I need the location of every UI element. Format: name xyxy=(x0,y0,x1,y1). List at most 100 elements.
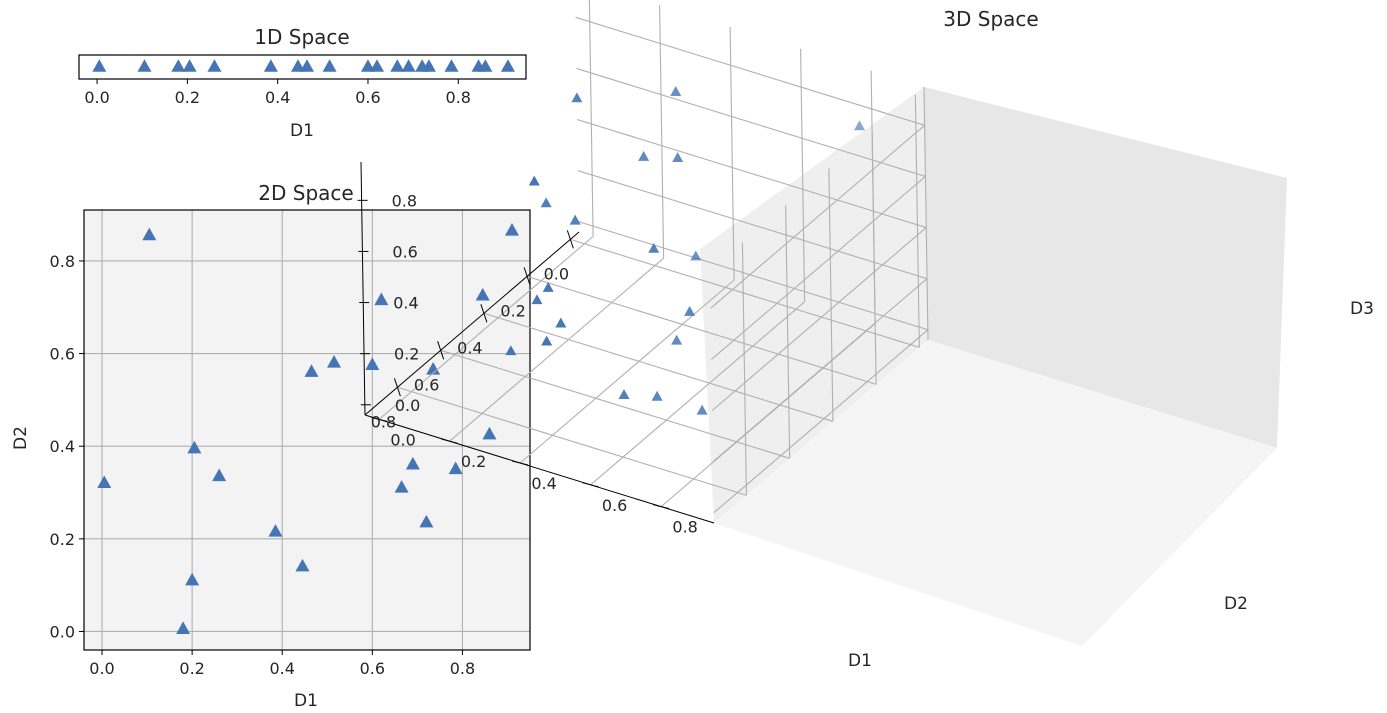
chart-1d-point xyxy=(137,59,152,72)
chart-3d-xtick-label: 0.6 xyxy=(414,375,439,394)
chart-1d-point xyxy=(360,59,375,72)
chart-2d-xtick-label: 0.0 xyxy=(89,659,114,678)
chart-2d-point xyxy=(394,480,409,493)
chart-3d-xtick-label: 0.2 xyxy=(500,301,525,320)
chart-2d-point xyxy=(142,227,157,241)
chart-3d-point xyxy=(670,86,682,96)
chart-3d-pane-back-left xyxy=(700,87,928,523)
chart-3d-xtick-mark xyxy=(566,230,574,249)
chart-1d-point xyxy=(300,59,315,72)
chart-1d-point xyxy=(478,59,493,72)
chart-2d-point xyxy=(268,524,283,537)
chart-3d-point xyxy=(618,389,630,400)
chart-2d-xtick-label: 0.4 xyxy=(269,659,294,678)
chart-3d-ygrid xyxy=(519,279,735,464)
chart-3d-ytick-label: 0.6 xyxy=(602,496,627,515)
chart-3d-ytick-mark xyxy=(652,504,670,510)
chart-2d-point xyxy=(374,292,389,306)
chart-2d-frame xyxy=(83,209,531,651)
chart-2d-ytick-label: 0.4 xyxy=(50,437,75,456)
chart-3d-point xyxy=(542,281,554,292)
chart-3d-ytick-mark xyxy=(582,482,599,488)
chart-3d-xtick-mark xyxy=(523,267,531,286)
chart-3d-point xyxy=(569,214,581,225)
chart-1d-xtick-label: 0.4 xyxy=(265,88,290,107)
chart-3d-xtick-mark xyxy=(437,341,445,360)
chart-3d-ygrid xyxy=(800,48,806,302)
chart-1d-point xyxy=(322,59,337,72)
chart-3d-ztick-label: 0.4 xyxy=(393,294,418,313)
chart-2d-point xyxy=(405,456,420,470)
chart-3d-zgrid xyxy=(577,119,927,229)
chart-3d-ygrid xyxy=(449,257,664,442)
chart-3d-ylabel: D2 xyxy=(1224,594,1248,614)
chart-3d-xgrid xyxy=(741,242,747,496)
chart-3d-ytick-mark xyxy=(441,438,458,444)
chart-3d-xgrid xyxy=(440,349,790,459)
chart-3d-point xyxy=(651,390,663,401)
chart-1d-point xyxy=(92,59,107,72)
chart-2d-point xyxy=(475,287,490,301)
chart-1d-point xyxy=(401,59,416,72)
chart-1d: 1D Space 0.0 0.2 0.4 0.6 0.8 D1 xyxy=(78,25,527,141)
chart-2d-xtick-label: 0.6 xyxy=(360,659,385,678)
chart-3d-point xyxy=(696,404,708,415)
chart-2d-point xyxy=(187,440,202,454)
chart-3d-ztick-label: 0.0 xyxy=(395,396,420,415)
chart-2d-xtick-label: 0.8 xyxy=(450,659,475,678)
chart-2d-point xyxy=(185,572,200,586)
chart-1d-point xyxy=(171,59,186,72)
chart-1d-point xyxy=(500,59,515,72)
chart-3d-point xyxy=(571,92,583,103)
chart-1d-point xyxy=(182,59,197,72)
chart-3d-pane-edge xyxy=(923,86,929,341)
chart-2d-point xyxy=(419,514,434,528)
chart-2d-point xyxy=(97,475,112,489)
chart-3d-xtick-label: 0.0 xyxy=(544,264,569,283)
chart-3d-xaxis-line xyxy=(364,231,580,416)
chart-1d-xtick-label: 0.8 xyxy=(446,88,471,107)
chart-1d-xtick-label: 0.6 xyxy=(355,88,380,107)
chart-1d-xtick-label: 0.2 xyxy=(175,88,200,107)
chart-3d-xtick-label: 0.8 xyxy=(371,412,396,431)
chart-3d-zgrid xyxy=(713,329,929,514)
chart-3d-ytick-label: 0.8 xyxy=(672,518,697,537)
chart-3d-ygrid xyxy=(590,301,805,486)
chart-3d-xtick-mark xyxy=(393,378,401,397)
chart-2d-ytick-label: 0.2 xyxy=(50,530,75,549)
chart-3d-xtick-label: 0.4 xyxy=(457,338,482,357)
chart-3d-xtick-mark xyxy=(480,304,488,323)
chart-3d-pane-floor xyxy=(714,340,1277,646)
chart-3d-ytick-mark xyxy=(511,460,529,466)
chart-2d-point xyxy=(504,223,519,236)
chart-2d: 2D Space 0.0 0.2 0.4 0.6 0.80.00.20.40.60.8 … xyxy=(11,181,531,711)
chart-3d-ygrid xyxy=(870,70,876,324)
chart-1d-point xyxy=(370,59,384,72)
chart-3d-xgrid xyxy=(785,205,791,459)
chart-1d-point xyxy=(390,59,405,72)
chart-2d-ylabel: D2 xyxy=(11,426,31,450)
chart-2d-point xyxy=(176,621,191,634)
chart-3d-point xyxy=(541,335,553,346)
chart-3d-xgrid xyxy=(828,168,834,422)
chart-2d-point xyxy=(426,361,441,375)
chart-1d-xtick-label: 0.0 xyxy=(84,88,109,107)
chart-3d-ytick-label: 0.0 xyxy=(390,430,415,449)
chart-3d-zgrid xyxy=(576,67,926,177)
chart-3d-ygrid xyxy=(588,0,594,237)
chart-3d-zgrid xyxy=(575,16,925,126)
chart-3d-point xyxy=(672,152,684,163)
chart-2d-title: 2D Space xyxy=(258,181,353,205)
chart-3d-zgrid xyxy=(710,124,925,309)
chart-1d-point xyxy=(263,59,278,72)
chart-3d-ytick-label: 0.2 xyxy=(461,452,486,471)
chart-3d-point xyxy=(505,345,517,356)
chart-3d-zgrid xyxy=(711,227,927,411)
chart-3d-point xyxy=(854,120,866,131)
chart-2d-ytick-label: 0.8 xyxy=(50,252,75,271)
chart-3d-xgrid xyxy=(914,94,920,348)
chart-2d-point xyxy=(212,468,227,482)
chart-3d-zlabel: D3 xyxy=(1350,299,1374,319)
chart-3d-ztick-label: 0.2 xyxy=(394,345,419,364)
